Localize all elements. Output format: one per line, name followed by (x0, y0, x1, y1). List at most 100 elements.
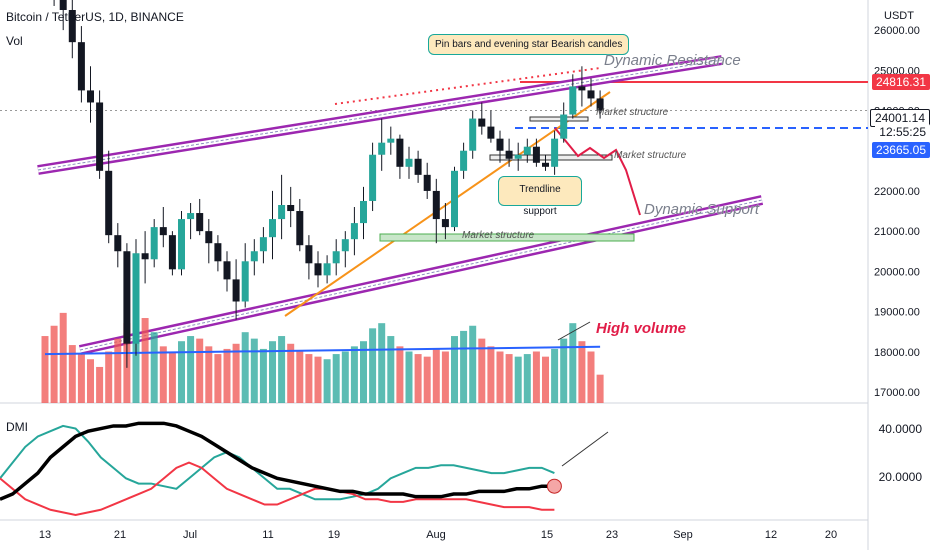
volume-bar (68, 345, 76, 403)
volume-bar (560, 338, 568, 403)
x-tick-label: Sep (673, 529, 693, 541)
volume-bar (223, 348, 231, 403)
y-tick-label: 26000.00 (874, 25, 920, 37)
symbol-title[interactable]: Bitcoin / TetherUS, 1D, BINANCE (6, 10, 184, 24)
market-structure-zone-bottom (379, 233, 635, 242)
volume-bar (287, 343, 295, 403)
volume-bar (114, 338, 122, 403)
candle-body (469, 118, 477, 151)
y-tick-label: 17000.00 (874, 387, 920, 399)
candle-body (551, 138, 559, 167)
candle-body (287, 205, 295, 212)
candle-body (460, 150, 468, 171)
candle-body (232, 279, 240, 302)
candle-body (132, 253, 140, 344)
candle-body (77, 42, 85, 91)
candle-body (369, 154, 377, 201)
x-tick-label: 20 (825, 529, 837, 541)
candle-body (96, 102, 104, 171)
y-tick-label: 22000.00 (874, 186, 920, 198)
volume-bar (50, 325, 58, 403)
y-tick-label: 18000.00 (874, 347, 920, 359)
x-tick-label: 13 (39, 529, 51, 541)
candle-body (250, 251, 258, 262)
candle-body (259, 237, 267, 252)
candle-body (332, 251, 340, 264)
candle-body (578, 86, 586, 91)
volume-bar (469, 325, 477, 403)
currency-label: USDT (884, 10, 914, 22)
volume-bar (569, 323, 577, 403)
market-structure-zone-mid (489, 154, 613, 161)
volume-bar (296, 351, 304, 403)
countdown-tag: 12:55:25 (875, 124, 930, 140)
level-price-tag: 23665.05 (871, 142, 930, 158)
volume-bar (259, 348, 267, 403)
pin-bars-note[interactable]: Pin bars and evening star Bearish candle… (428, 34, 630, 55)
volume-label: Vol (6, 34, 23, 48)
volume-bar (141, 318, 149, 403)
market-structure-label-top: Market structure (596, 107, 669, 118)
volume-bar (505, 354, 513, 403)
volume-bar (278, 336, 286, 403)
volume-bar (196, 338, 204, 403)
volume-bar (478, 338, 486, 403)
volume-bar (532, 351, 540, 403)
candle-body (187, 213, 195, 220)
resistance-price-tag: 24816.31 (871, 74, 930, 90)
volume-bar (578, 341, 586, 403)
candle-body (168, 235, 176, 270)
candle-body (323, 263, 331, 276)
candle-body (387, 138, 395, 143)
candle-body (560, 114, 568, 139)
candle-body (305, 245, 313, 264)
candle-body (314, 263, 322, 276)
candle-body (478, 118, 486, 127)
candle-body (105, 170, 113, 236)
candle-body (542, 162, 549, 167)
volume-bar (587, 351, 595, 403)
volume-bar (305, 354, 313, 403)
dynamic-resistance-dash (37, 59, 723, 171)
volume-bar (178, 341, 185, 403)
candle-body (487, 126, 495, 139)
candle-body (223, 261, 231, 280)
volume-bar (396, 346, 404, 403)
trendline-support-note[interactable]: Trendline support (498, 176, 582, 217)
candle-body (441, 219, 449, 228)
volume-bar (87, 359, 94, 403)
candle-body (596, 98, 604, 111)
volume-bar (523, 354, 531, 403)
volume-bar (332, 354, 340, 403)
x-tick-label: 19 (328, 529, 340, 541)
dmi-label: DMI (6, 420, 28, 434)
candle-body (514, 154, 522, 159)
volume-bar (423, 356, 431, 403)
candle-body (178, 219, 185, 270)
x-tick-label: 11 (262, 529, 273, 541)
dmi-axis-20: 20.0000 (878, 470, 922, 484)
volume-bar (77, 354, 85, 403)
candle-body (159, 227, 167, 236)
candle-body (341, 239, 349, 252)
volume-bar (460, 330, 468, 403)
candle-body (523, 146, 531, 155)
volume-bar (451, 336, 458, 403)
high-volume-label: High volume (596, 320, 687, 337)
volume-bar (59, 312, 67, 403)
candle-body (196, 213, 204, 232)
y-tick-label: 20000.00 (874, 266, 920, 278)
dmi-axis-40: 40.0000 (878, 422, 922, 436)
candle-body (150, 227, 158, 260)
market-structure-label-mid: Market structure (614, 150, 687, 161)
volume-bar (323, 359, 331, 403)
volume-bar (551, 348, 559, 403)
y-tick-label: 19000.00 (874, 307, 920, 319)
volume-bar (378, 323, 386, 403)
volume-bar (414, 354, 422, 403)
volume-bar (387, 336, 395, 403)
candle-body (296, 211, 304, 246)
volume-bar (341, 351, 349, 403)
